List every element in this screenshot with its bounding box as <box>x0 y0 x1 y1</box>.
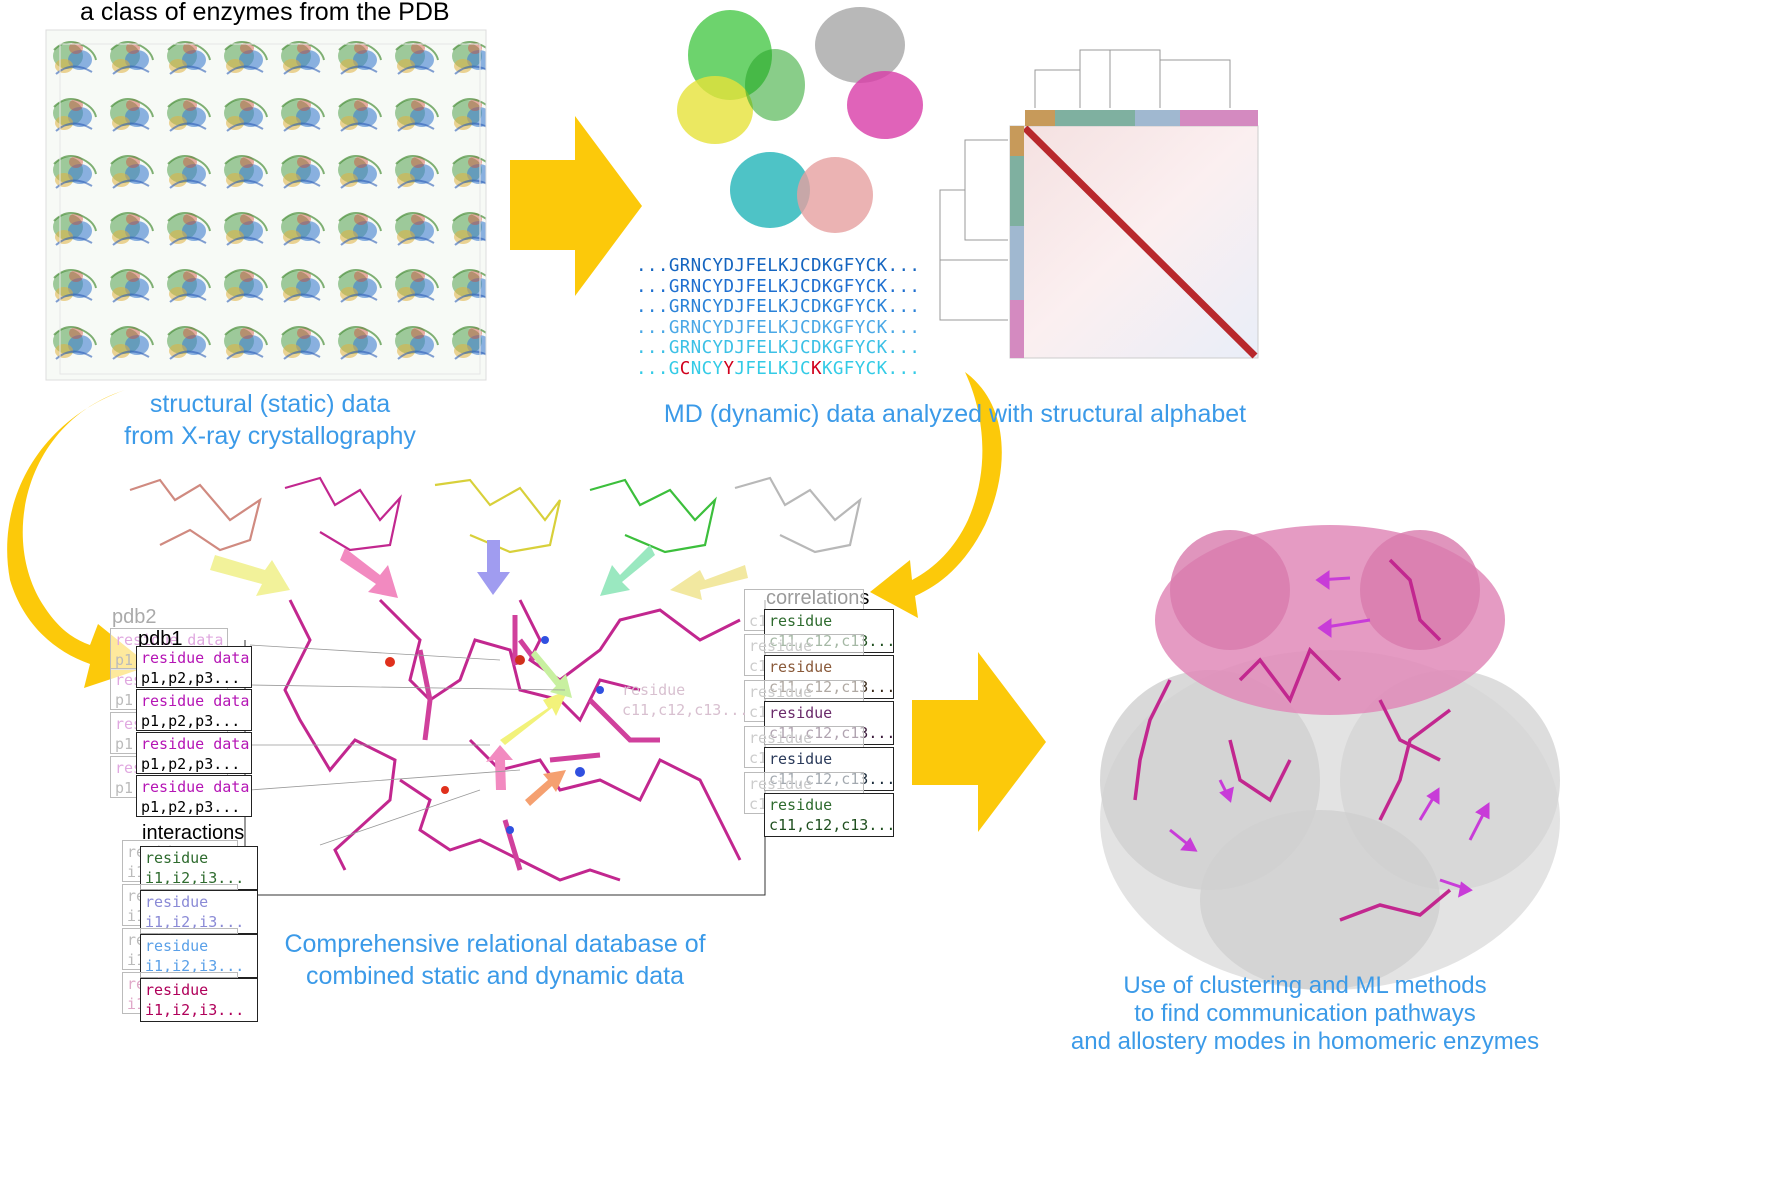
interactions-row-label: residue <box>145 937 209 955</box>
sequence-segment: ...G <box>636 358 680 379</box>
ml-caption: Use of clustering and ML methods to find… <box>1040 972 1570 1056</box>
sequence-line: ...GRNCYDJFELKJCDKGFYCK... <box>636 277 920 298</box>
sequence-line: ...GRNCYDJFELKJCDKGFYCK... <box>636 338 920 359</box>
correlations-row-card: residue c11,c12,c13... <box>764 793 894 837</box>
pdb1-row-label: residue data <box>141 735 250 753</box>
md-trimer-snapshots-image <box>677 7 923 233</box>
arrow-md-to-database <box>870 372 1002 618</box>
database-faint-row: residue c11,c12,c13... <box>622 680 748 720</box>
pdb1-row-card: residue data p1,p2,p3... <box>136 689 252 731</box>
pdb1-row-label: residue data <box>141 778 250 796</box>
interactions-row-card: residue i1,i2,i3... <box>140 846 258 890</box>
sequence-suffix: ... <box>887 276 921 297</box>
interactions-row-values: i1,i2,i3... <box>145 869 245 887</box>
interactions-row-values: i1,i2,i3... <box>145 913 245 931</box>
pdb-class-title: a class of enzymes from the PDB <box>80 0 450 26</box>
pdb1-row-values: p1,p2,p3... <box>141 755 241 773</box>
interactions-label: interactions <box>142 822 245 844</box>
arrow-static-to-database <box>7 390 151 688</box>
correlations-ghost-label: residue <box>749 683 813 701</box>
correlations-ghost-label: residue <box>749 637 813 655</box>
pdb1-row-card: residue data p1,p2,p3... <box>136 732 252 774</box>
database-faint-label: residue <box>622 681 686 699</box>
sequence-suffix: ... <box>887 317 921 338</box>
sequence-line: ...GRNCYDJFELKJCDKGFYCK... <box>636 318 920 339</box>
interactions-row-card: residue i1,i2,i3... <box>140 890 258 934</box>
pdb1-row-values: p1,p2,p3... <box>141 712 241 730</box>
database-caption-line-2: combined static and dynamic data <box>306 962 684 990</box>
sequence-body: GRNCYDJFELKJCDKGFYCK <box>668 297 888 317</box>
pdb1-label: pdb1 <box>138 628 183 650</box>
sequence-mutation: Y <box>723 358 735 379</box>
sequence-prefix: ... <box>636 256 669 276</box>
correlations-row-label: residue <box>769 704 833 722</box>
interactions-row-card: residue i1,i2,i3... <box>140 934 258 978</box>
static-data-caption: structural (static) data from X-ray crys… <box>60 388 480 452</box>
sequence-segment: NCY <box>690 358 724 379</box>
ml-caption-line-2: to find communication pathways <box>1134 1000 1476 1027</box>
convergence-arrows <box>210 540 748 600</box>
pdb1-row-card: residue data p1,p2,p3... <box>136 775 252 817</box>
sequence-body: GRNCYDJFELKJCDKGFYCK <box>668 276 888 297</box>
interactions-row-values: i1,i2,i3... <box>145 1001 245 1019</box>
interactions-row-label: residue <box>145 849 209 867</box>
correlations-row-values: c11,c12,c13... <box>769 816 894 834</box>
sequence-prefix: ... <box>636 297 669 317</box>
pdb1-row-values: p1,p2,p3... <box>141 798 241 816</box>
interactions-row-card: residue i1,i2,i3... <box>140 978 258 1022</box>
sequence-mutation: K <box>811 358 822 379</box>
correlations-ghost-label: residue <box>749 729 813 747</box>
ml-caption-line-1: Use of clustering and ML methods <box>1123 972 1487 999</box>
interactions-row-values: i1,i2,i3... <box>145 957 245 975</box>
sequence-prefix: ... <box>636 338 669 358</box>
correlations-row-label: residue <box>769 796 833 814</box>
correlations-row-label: residue <box>769 750 833 768</box>
sequence-mutation: C <box>679 358 691 379</box>
sequence-prefix: ... <box>636 276 669 297</box>
database-caption: Comprehensive relational database of com… <box>250 928 740 992</box>
md-data-caption: MD (dynamic) data analyzed with structur… <box>663 400 1247 428</box>
active-site-structures-row <box>129 476 862 554</box>
arrow-pdb-to-md <box>510 116 642 296</box>
database-caption-line-1: Comprehensive relational database of <box>284 930 706 958</box>
sequence-line: ...GRNCYDJFELKJCDKGFYCK... <box>636 256 920 277</box>
pdb1-row-label: residue data <box>141 692 250 710</box>
pdb2-label: pdb2 <box>112 606 157 628</box>
correlations-ghost-label: residue <box>749 775 813 793</box>
sequence-body: GRNCYDJFELKJCDKGFYCK <box>668 256 888 276</box>
correlations-row-label: residue <box>769 612 833 630</box>
database-central-structure <box>244 598 766 896</box>
correlation-heatmap <box>939 49 1259 359</box>
sequence-line-mutated: ...GCNCYYJFELKJCKKGFYCK... <box>636 359 920 380</box>
pdb-structure-grid-image <box>45 29 487 381</box>
interactions-row-label: residue <box>145 893 209 911</box>
sequence-suffix: ... <box>887 256 921 276</box>
sequence-body: GRNCYDJFELKJCDKGFYCK <box>668 317 888 338</box>
static-caption-line-2: from X-ray crystallography <box>124 422 416 450</box>
correlations-row-label: residue <box>769 658 833 676</box>
database-faint-values: c11,c12,c13... <box>622 701 749 719</box>
sequence-segment: KGFYCK... <box>821 358 921 379</box>
arrow-database-to-ml <box>912 652 1046 832</box>
sequence-body: GRNCYDJFELKJCDKGFYCK <box>668 338 888 358</box>
sequence-prefix: ... <box>636 317 669 338</box>
homomeric-enzyme-pathways-image <box>1100 525 1560 990</box>
pdb2-row-label: residue data <box>115 631 224 649</box>
interactions-row-label: residue <box>145 981 209 999</box>
sequence-suffix: ... <box>887 338 921 358</box>
sequence-segment: JFELKJC <box>734 358 811 379</box>
static-caption-line-1: structural (static) data <box>149 390 391 418</box>
ml-caption-line-3: and allostery modes in homomeric enzymes <box>1070 1028 1540 1055</box>
sequence-line: ...GRNCYDJFELKJCDKGFYCK... <box>636 297 920 318</box>
pdb1-row-label: residue data <box>141 649 250 667</box>
pdb1-row-card: residue data p1,p2,p3... <box>136 646 252 688</box>
pdb1-row-values: p1,p2,p3... <box>141 669 241 687</box>
sequence-suffix: ... <box>887 297 921 317</box>
